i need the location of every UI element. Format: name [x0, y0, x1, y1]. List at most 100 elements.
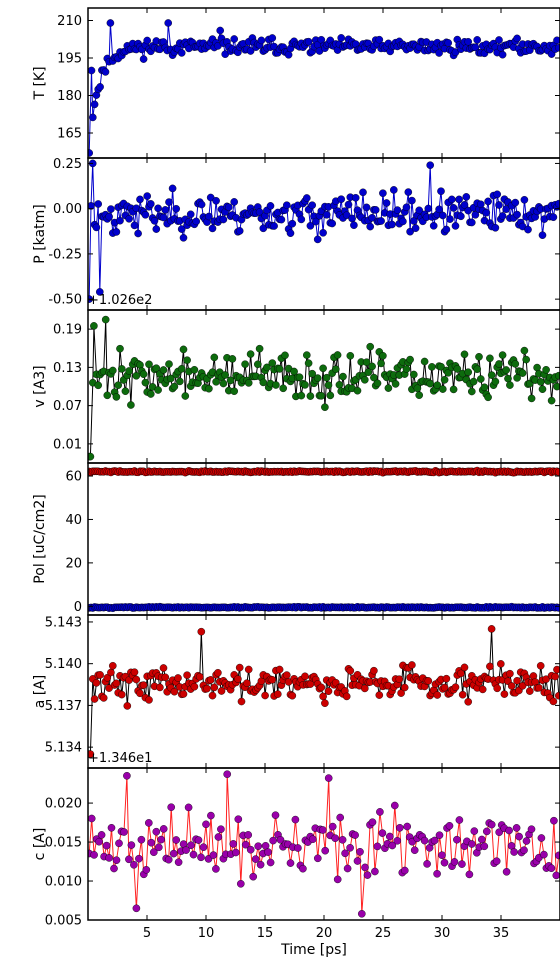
data-point-6-1-73: [266, 858, 275, 867]
data-point-6-1-183: [540, 850, 548, 859]
data-point-2-1-134: [328, 219, 337, 228]
data-point-2-1-44: [165, 198, 173, 206]
data-point-3-1-203: [453, 365, 462, 373]
data-point-3-1-30: [139, 370, 148, 379]
data-point-3-1-189: [428, 363, 436, 371]
data-point-1-1-121: [304, 37, 313, 46]
data-point-3-1-161: [377, 359, 385, 368]
data-point-6-1-153: [465, 870, 474, 879]
data-point-3-1-26: [132, 371, 141, 380]
data-point-2-1-228: [498, 212, 507, 220]
data-point-6-1-24: [144, 819, 153, 827]
data-point-3-1-78: [226, 376, 235, 385]
data-point-5-1-13: [109, 662, 117, 670]
data-point-6-1-4: [95, 837, 103, 846]
data-point-3-1-244: [527, 394, 536, 403]
data-point-6-1-107: [351, 831, 359, 839]
data-point-3-1-105: [275, 365, 284, 373]
y-tick-label: 0.01: [53, 437, 82, 452]
data-point-3-1-31: [141, 378, 150, 387]
y-tick-label: 210: [57, 14, 82, 29]
data-point-5-1-49: [174, 674, 182, 682]
data-point-6-1-128: [403, 822, 412, 831]
data-point-5-1-160: [375, 691, 384, 699]
series-line-5-1: [89, 628, 560, 755]
data-point-3-1-129: [319, 364, 327, 373]
data-point-2-1-111: [286, 229, 295, 237]
data-point-2-1-224: [491, 223, 500, 232]
data-point-2-1-102: [270, 222, 278, 230]
data-point-2-1-123: [308, 201, 317, 209]
data-point-6-1-59: [231, 848, 240, 857]
data-point-3-1-177: [406, 355, 414, 364]
data-point-2-1-1: [88, 202, 95, 210]
data-point-1-1-51: [177, 49, 186, 57]
panel-5: 5.134 5.137 5.140 5.143 a [A] +1.346e1: [32, 614, 560, 769]
data-point-5-1-25: [130, 668, 139, 677]
data-point-6-1-182: [537, 834, 546, 842]
data-point-6-1-92: [313, 854, 322, 863]
data-point-2-1-256: [549, 213, 558, 221]
data-point-5-1-142: [342, 692, 351, 701]
data-point-3-1-232: [506, 381, 514, 389]
data-point-3-1-228: [498, 351, 507, 359]
data-point-3-1-252: [542, 365, 550, 374]
data-point-5-1-69: [210, 683, 219, 692]
data-point-2-1-15: [112, 228, 121, 236]
data-point-2-1-193: [435, 205, 443, 214]
data-point-3-1-175: [402, 365, 411, 373]
data-point-3-1-128: [317, 391, 326, 400]
data-point-6-1-75: [271, 811, 280, 820]
y-tick-label: 0.19: [53, 323, 82, 338]
data-point-2-1-129: [319, 228, 327, 237]
data-point-5-1-47: [170, 687, 179, 696]
data-point-3-1-122: [306, 392, 315, 400]
y-axis-label: T [K]: [32, 66, 48, 100]
data-point-2-1-46: [168, 184, 177, 193]
data-point-3-1-54: [183, 356, 191, 365]
data-point-1-1-6: [96, 83, 104, 91]
y-tick-label: 0.00: [53, 202, 82, 217]
data-point-6-1-52: [214, 833, 223, 841]
axes-frame: [87, 614, 560, 769]
data-point-5-1-232: [506, 669, 514, 678]
data-point-5-1-105: [275, 665, 284, 674]
data-point-5-1-128: [317, 683, 326, 692]
data-point-2-1-155: [366, 222, 375, 231]
data-point-3-1-74: [219, 379, 228, 388]
data-point-2-1-31: [141, 210, 150, 219]
data-point-2-1-27: [134, 229, 142, 238]
data-point-6-1-66: [249, 872, 257, 881]
data-point-6-1-16: [125, 855, 133, 864]
data-point-2-1-168: [389, 186, 398, 194]
data-point-2-1-56: [186, 210, 195, 219]
data-point-2-1-225: [493, 190, 502, 199]
data-point-5-1-41: [159, 664, 168, 672]
data-point-5-1-174: [400, 683, 409, 692]
data-point-2-1-5: [94, 200, 102, 208]
data-point-6-1-160: [482, 827, 491, 836]
data-point-6-1-49: [207, 811, 215, 820]
data-point-2-1-200: [447, 195, 456, 204]
x-axis-label: Time [ps]: [280, 942, 347, 958]
data-point-1-1-209: [464, 38, 473, 46]
data-point-1-1-198: [444, 39, 453, 47]
data-point-3-1-153: [362, 358, 371, 367]
data-point-6-1-1: [88, 814, 96, 823]
data-point-5-1-258: [553, 665, 560, 674]
data-point-6-1-103: [341, 849, 349, 858]
data-point-5-1-82: [234, 675, 242, 683]
data-point-5-1-172: [397, 689, 405, 697]
data-point-6-1-28: [154, 843, 163, 852]
data-point-2-1-51: [177, 225, 186, 233]
data-point-1-1-226: [495, 36, 503, 44]
data-point-3-1-181: [413, 384, 422, 393]
data-point-3-1-156: [368, 362, 376, 371]
data-point-2-1-216: [476, 200, 485, 209]
data-point-2-1-164: [382, 199, 391, 207]
data-point-6-1-110: [357, 910, 366, 918]
data-point-3-1-52: [179, 345, 188, 354]
data-point-3-1-207: [460, 350, 469, 359]
data-point-5-1-236: [513, 677, 521, 685]
x-tick-label: 15: [257, 926, 274, 941]
